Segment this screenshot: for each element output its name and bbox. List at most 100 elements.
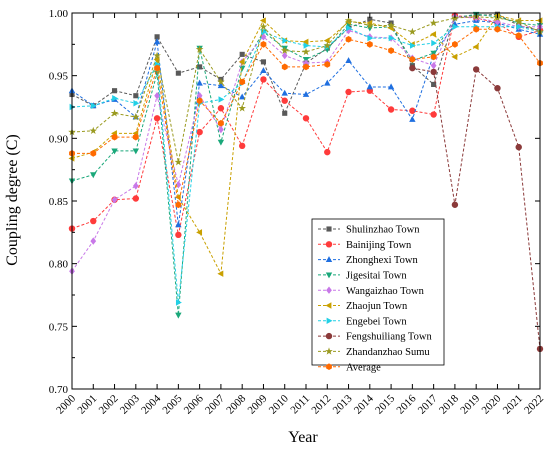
legend-label: Shulinzhao Town bbox=[346, 225, 420, 236]
y-tick-label: 0.80 bbox=[49, 259, 69, 271]
data-point bbox=[345, 88, 352, 96]
legend-item-jigesitai-town: Jigesitai Town bbox=[318, 271, 407, 282]
data-point bbox=[196, 79, 203, 86]
data-point bbox=[196, 128, 203, 136]
x-tick-label: 2001 bbox=[75, 393, 99, 417]
series-line bbox=[71, 16, 541, 163]
data-point bbox=[387, 21, 395, 29]
x-tick-label: 2008 bbox=[224, 392, 248, 416]
data-point bbox=[280, 46, 289, 54]
data-point bbox=[132, 182, 139, 190]
data-point bbox=[409, 107, 416, 114]
x-tick-label: 2006 bbox=[182, 392, 206, 416]
data-point bbox=[175, 231, 182, 239]
data-point bbox=[174, 158, 183, 166]
legend-marker bbox=[325, 302, 332, 309]
data-point bbox=[153, 38, 161, 45]
plot-area bbox=[68, 11, 544, 353]
data-point bbox=[451, 53, 458, 61]
data-point bbox=[196, 92, 203, 100]
data-point bbox=[133, 93, 139, 99]
legend-label: Zhaojun Town bbox=[346, 301, 408, 312]
x-tick-label: 2018 bbox=[437, 392, 461, 416]
data-point bbox=[217, 105, 225, 112]
legend-item-zhonghexi-town: Zhonghexi Town bbox=[318, 255, 418, 266]
data-point bbox=[451, 201, 459, 208]
data-point bbox=[238, 58, 245, 66]
data-point bbox=[430, 31, 437, 38]
data-point bbox=[90, 217, 97, 225]
data-point bbox=[90, 150, 97, 157]
data-point bbox=[132, 133, 139, 141]
data-point bbox=[514, 17, 523, 26]
x-axis-title: Year bbox=[288, 429, 318, 446]
data-point bbox=[409, 56, 416, 63]
data-point bbox=[239, 78, 246, 86]
legend-marker bbox=[325, 256, 333, 262]
data-point bbox=[366, 40, 373, 48]
data-point bbox=[196, 229, 203, 236]
data-point bbox=[282, 110, 288, 116]
data-point bbox=[303, 59, 309, 67]
x-tick-label: 2017 bbox=[416, 392, 440, 416]
data-point bbox=[536, 17, 543, 24]
data-point bbox=[303, 42, 310, 49]
data-point bbox=[431, 39, 438, 47]
legend-item-shulinzhao-town: Shulinzhao Town bbox=[318, 225, 420, 236]
data-point bbox=[238, 93, 246, 100]
x-tick-label: 2013 bbox=[331, 392, 355, 416]
data-point bbox=[302, 115, 310, 122]
legend: Shulinzhao Town Bainijing Town Zhonghexi T… bbox=[311, 218, 445, 373]
x-tick-label: 2010 bbox=[267, 392, 291, 416]
data-point bbox=[324, 61, 331, 68]
x-tick-label: 2020 bbox=[480, 392, 504, 416]
data-point bbox=[388, 47, 394, 54]
x-tick-label: 2002 bbox=[97, 393, 121, 417]
data-point bbox=[90, 237, 97, 245]
data-point bbox=[259, 17, 266, 24]
data-point bbox=[452, 23, 459, 30]
data-point bbox=[409, 42, 416, 49]
legend-marker bbox=[326, 363, 332, 371]
data-point bbox=[303, 63, 309, 71]
data-point bbox=[302, 38, 309, 46]
legend-item-wangaizhao-town: Wangaizhao Town bbox=[318, 286, 425, 297]
data-point bbox=[153, 115, 161, 122]
x-tick-label: 2012 bbox=[309, 393, 333, 417]
legend-label: Zhandanzhao Sumu bbox=[346, 347, 430, 358]
data-point bbox=[175, 299, 182, 306]
data-point bbox=[324, 79, 331, 86]
data-point bbox=[110, 109, 119, 117]
data-point bbox=[281, 51, 288, 60]
y-tick-label: 0.75 bbox=[49, 321, 69, 333]
data-point bbox=[175, 201, 182, 209]
data-point bbox=[68, 155, 75, 162]
data-point bbox=[111, 133, 118, 141]
data-point bbox=[281, 63, 288, 71]
legend-item-zhandanzhao-sumu: Zhandanzhao Sumu bbox=[318, 347, 430, 358]
data-point bbox=[218, 125, 224, 134]
legend-label: Jigesitai Town bbox=[346, 271, 407, 282]
data-point bbox=[323, 41, 332, 49]
series-average bbox=[69, 25, 543, 209]
data-point bbox=[388, 34, 395, 42]
data-point bbox=[197, 64, 203, 70]
data-point bbox=[218, 119, 224, 127]
data-point bbox=[345, 35, 352, 43]
legend-item-fengshuiliang-town: Fengshuiliang Town bbox=[318, 332, 432, 343]
y-tick-label: 1.00 bbox=[49, 8, 69, 20]
data-point bbox=[281, 97, 288, 104]
y-tick-label: 0.90 bbox=[49, 133, 69, 145]
legend-item-average: Average bbox=[318, 362, 381, 373]
data-point bbox=[196, 97, 203, 105]
data-point bbox=[238, 142, 246, 150]
series-line bbox=[71, 20, 541, 225]
data-point bbox=[473, 25, 480, 33]
legend-marker bbox=[325, 332, 333, 340]
data-point bbox=[281, 89, 288, 96]
data-point bbox=[111, 148, 118, 155]
x-tick-label: 2003 bbox=[118, 392, 142, 416]
data-point bbox=[367, 34, 374, 42]
data-point bbox=[494, 25, 501, 33]
data-point bbox=[515, 143, 522, 151]
